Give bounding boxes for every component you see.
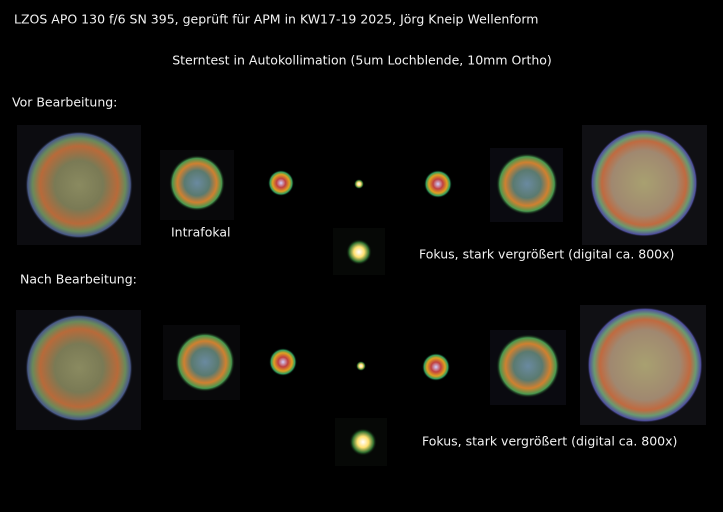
star-image xyxy=(590,129,698,237)
star-row xyxy=(16,305,706,466)
star-image xyxy=(422,353,450,381)
star-image xyxy=(169,155,225,211)
title: LZOS APO 130 f/6 SN 395, geprüft für APM… xyxy=(14,12,538,27)
star-image xyxy=(356,361,366,371)
star-image xyxy=(269,348,297,376)
star-image xyxy=(25,314,133,422)
star-image xyxy=(175,332,235,392)
star-image xyxy=(354,179,364,189)
star-image xyxy=(346,239,372,265)
star-image xyxy=(587,307,703,423)
caption: Intrafokal xyxy=(171,225,231,240)
section-label: Nach Bearbeitung: xyxy=(20,272,137,287)
star-image xyxy=(349,428,377,456)
caption: Fokus, stark vergrößert (digital ca. 800… xyxy=(422,434,677,449)
star-image xyxy=(268,170,294,196)
star-image xyxy=(496,153,558,215)
star-row xyxy=(17,125,707,275)
star-image xyxy=(424,170,452,198)
star-image xyxy=(496,334,560,398)
section-label: Vor Bearbeitung: xyxy=(12,95,117,110)
star-image xyxy=(25,131,133,239)
caption: Fokus, stark vergrößert (digital ca. 800… xyxy=(419,247,674,262)
subtitle: Sterntest in Autokollimation (5um Lochbl… xyxy=(172,53,552,68)
